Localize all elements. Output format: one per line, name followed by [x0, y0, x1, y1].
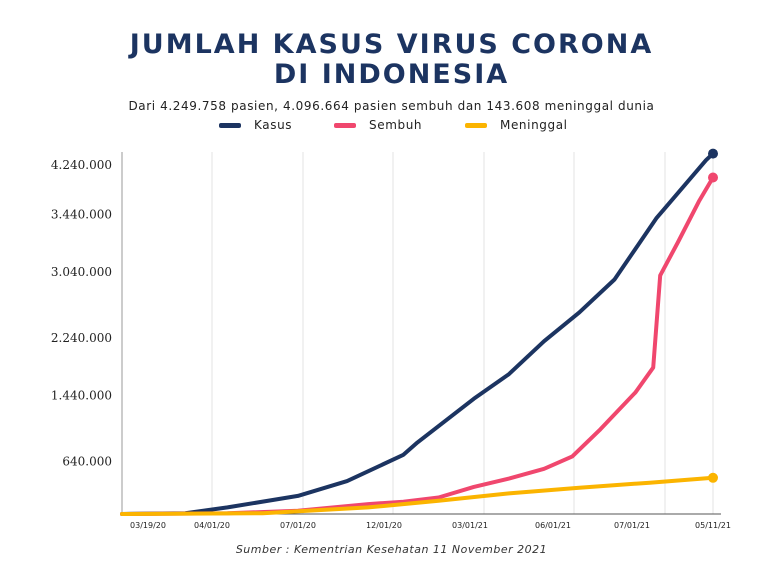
legend-swatch-meninggal [465, 122, 487, 128]
x-tick-label-7: 05/11/21 [695, 521, 731, 530]
chart-title-line2: DI INDONESIA [273, 59, 510, 90]
series-endpoint-meninggal [708, 472, 718, 483]
legend-swatch-kasus [219, 122, 241, 128]
legend-item-meninggal: Meninggal [465, 118, 568, 132]
x-tick-label-4: 03/01/21 [452, 521, 488, 530]
y-tick-label-1: 3.440.000 [51, 208, 112, 222]
series-line-meninggal [120, 475, 715, 516]
x-tick-label-1: 04/01/20 [194, 521, 230, 530]
x-tick-label-2: 07/01/20 [280, 521, 316, 530]
legend-label-meninggal: Meninggal [500, 118, 568, 132]
legend-label-kasus: Kasus [254, 118, 293, 132]
series-endpoint-sembuh [708, 172, 718, 183]
y-tick-label-5: 640.000 [62, 454, 112, 468]
x-tick-label-6: 07/01/21 [614, 521, 650, 530]
series-line-sembuh [120, 175, 715, 516]
chart-title: JUMLAH KASUS VIRUS CORONA [129, 29, 654, 60]
legend-item-kasus: Kasus [219, 118, 292, 132]
y-tick-label-0: 4.240.000 [51, 158, 112, 172]
y-tick-label-3: 2.240.000 [51, 331, 112, 345]
x-tick-label-5: 06/01/21 [535, 521, 571, 530]
legend-label-sembuh: Sembuh [369, 118, 423, 132]
x-tick-label-3: 12/01/20 [366, 521, 402, 530]
legend-swatch-sembuh [334, 122, 356, 128]
chart-subtitle: Dari 4.249.758 pasien, 4.096.664 pasien … [128, 99, 655, 113]
y-tick-label-4: 1.440.000 [51, 389, 112, 403]
y-tick-label-2: 3.040.000 [51, 265, 112, 279]
source-note: Sumber : Kementrian Kesehatan 11 Novembe… [235, 543, 548, 556]
series-line-kasus [120, 151, 715, 516]
legend-item-sembuh: Sembuh [334, 118, 422, 132]
series-endpoint-kasus [708, 148, 718, 159]
legend: Kasus Sembuh Meninggal [0, 118, 783, 136]
x-tick-label-0: 03/19/20 [130, 521, 166, 530]
